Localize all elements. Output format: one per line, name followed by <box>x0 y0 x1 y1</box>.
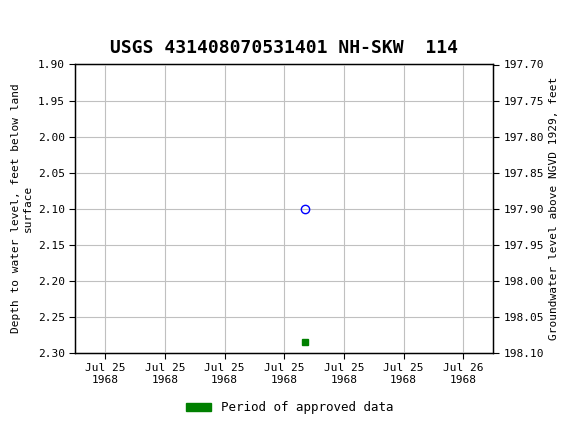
Y-axis label: Groundwater level above NGVD 1929, feet: Groundwater level above NGVD 1929, feet <box>549 77 560 340</box>
Text: ≡USGS: ≡USGS <box>6 12 93 33</box>
Legend: Period of approved data: Period of approved data <box>181 396 399 419</box>
Title: USGS 431408070531401 NH-SKW  114: USGS 431408070531401 NH-SKW 114 <box>110 40 458 57</box>
Y-axis label: Depth to water level, feet below land
surface: Depth to water level, feet below land su… <box>11 84 32 333</box>
